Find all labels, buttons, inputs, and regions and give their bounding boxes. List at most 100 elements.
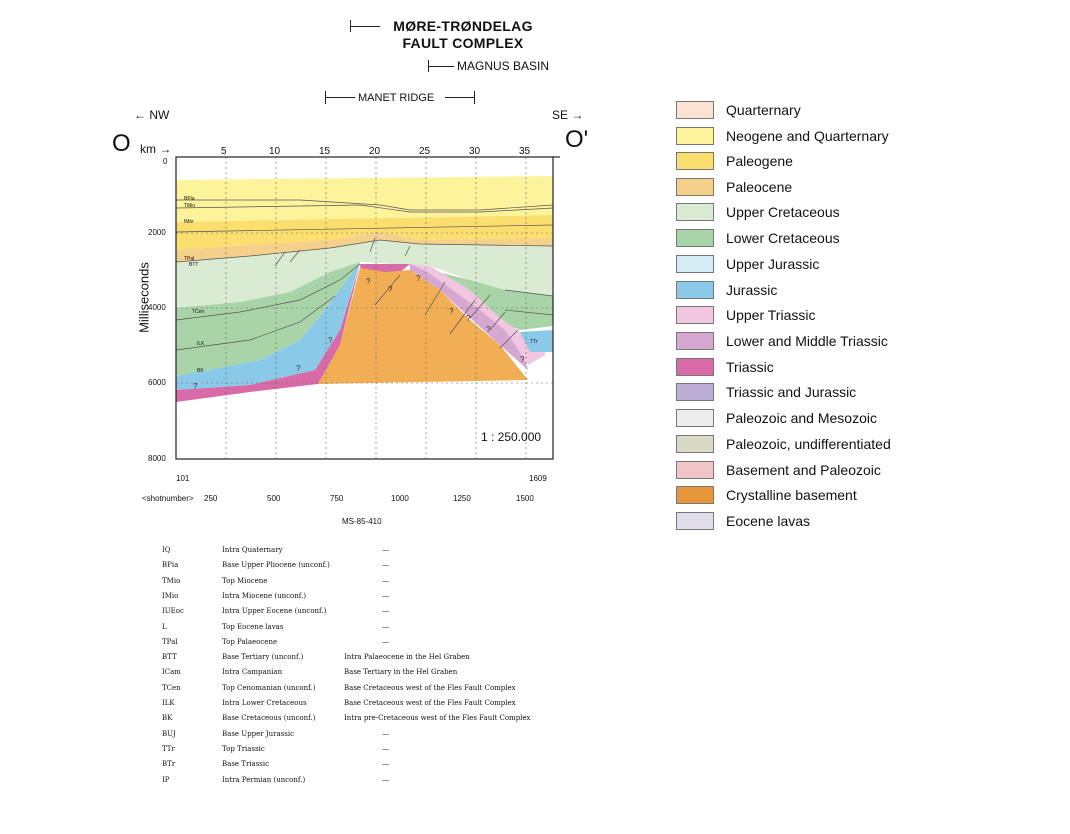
horizon-dash: — — [382, 546, 389, 554]
magnus-basin-bracket — [428, 60, 454, 72]
horizon-row: BTT Base Tertiary (unconf.) Intra Palaeoce… — [162, 653, 562, 667]
uncertainty-mark: ? — [366, 277, 371, 286]
horizon-code: IP — [162, 775, 170, 784]
horizon-label-bpia: BPia — [184, 196, 195, 202]
legend-label: Upper Triassic — [726, 307, 816, 323]
geology-layers — [176, 157, 553, 459]
km-tick-10: 10 — [269, 146, 281, 157]
uncertainty-mark: ? — [466, 314, 471, 323]
layer-lower-cretaceous — [176, 262, 360, 376]
km-tick-5: 5 — [221, 146, 227, 157]
legend-item: Lower and Middle Triassic — [676, 332, 976, 352]
shotnumber-label: <shotnumber> — [142, 494, 194, 503]
horizon-label-ttr: TTr — [530, 339, 538, 345]
km-tick-20: 20 — [369, 146, 381, 157]
legend-swatch — [676, 435, 714, 453]
horizon-label-bk: BK — [197, 368, 204, 374]
horizon-row: BUJ Base Upper Jurassic — — [162, 730, 562, 744]
horizon-code: TMio — [162, 576, 181, 585]
legend-swatch — [676, 306, 714, 324]
horizon-code: BTT — [162, 653, 177, 662]
horizon-dash: — — [382, 637, 389, 646]
section-frame — [175, 156, 554, 460]
legend-item: Paleogene — [676, 152, 976, 172]
y-tick-0: 0 — [163, 157, 168, 166]
km-tick-25: 25 — [419, 146, 431, 157]
legend-swatch — [676, 127, 714, 145]
uncertainty-mark: ? — [449, 307, 454, 316]
horizon-code: BK — [162, 714, 173, 723]
legend-item: Triassic — [676, 358, 976, 378]
legend-swatch — [676, 101, 714, 119]
legend-item: Neogene and Quarternary — [676, 127, 976, 147]
horizon-code: IQ — [162, 546, 171, 554]
legend-label: Lower and Middle Triassic — [726, 333, 888, 349]
legend-label: Triassic — [726, 359, 774, 375]
horizon-name: Intra Quaternary — [222, 546, 283, 554]
shot-start: 101 — [176, 474, 190, 483]
horizon-note: Base Tertiary in the Hel Graben — [344, 668, 458, 677]
legend-swatch — [676, 255, 714, 273]
layer-paleogene — [176, 215, 553, 250]
manet-ridge-bracket — [325, 91, 475, 104]
shot-tick-1500: 1500 — [516, 494, 534, 503]
horizon-name: Base Upper Pliocene (unconf.) — [222, 561, 330, 570]
km-axis-label: km → — [140, 142, 171, 156]
layer-jurassic — [176, 262, 360, 390]
fault-complex-line2: FAULT COMPLEX — [402, 35, 524, 51]
legend-label: Lower Cretaceous — [726, 230, 840, 246]
layer-lower-middle-triassic — [410, 264, 528, 370]
km-tick-35: 35 — [519, 146, 531, 157]
legend-swatch — [676, 486, 714, 504]
horizon-label-ilk: ILK — [197, 341, 205, 347]
horizon-name: Top Miocene — [222, 576, 268, 585]
horizon-name: Intra Upper Eocene (unconf.) — [222, 607, 327, 616]
legend-swatch — [676, 332, 714, 350]
horizon-code: TPal — [162, 637, 178, 646]
legend-swatch — [676, 229, 714, 247]
layer-paleocene — [176, 232, 553, 262]
horizon-row: ICam Intra Campanian Base Tertiary in the … — [162, 668, 562, 682]
legend-label: Neogene and Quarternary — [726, 128, 889, 144]
legend-label: Paleogene — [726, 153, 793, 169]
legend-item: Paleozoic, undifferentiated — [676, 435, 976, 455]
magnus-basin-label: MAGNUS BASIN — [457, 59, 550, 73]
horizon-dash: — — [382, 576, 389, 585]
nw-label: NW — [149, 108, 170, 122]
uncertainty-mark: ? — [193, 382, 198, 391]
horizon-dash: — — [382, 760, 389, 769]
legend-label: Paleozoic and Mesozoic — [726, 410, 877, 426]
legend-label: Upper Cretaceous — [726, 204, 840, 220]
legend-swatch — [676, 383, 714, 401]
nw-direction: ← NW — [134, 108, 169, 122]
horizon-label-tcen: TCen — [192, 309, 205, 315]
horizon-name: Top Eocene lavas — [222, 622, 284, 631]
horizon-row: IP Intra Permian (unconf.) — — [162, 776, 562, 790]
horizon-code: ICam — [162, 668, 181, 677]
layer-neogene — [176, 176, 553, 222]
horizon-lines — [176, 199, 553, 351]
horizon-dash: — — [382, 607, 389, 616]
legend-item: Jurassic — [676, 281, 976, 301]
y-tick-4000: 4000 — [148, 303, 166, 312]
horizon-code: TTr — [162, 744, 175, 753]
left-arrow-icon: ← — [134, 108, 146, 122]
km-tick-15: 15 — [319, 146, 331, 157]
shot-tick-750: 750 — [330, 494, 344, 503]
seismic-line-name: MS-85-410 — [342, 517, 382, 526]
layer-upper-triassic — [410, 264, 545, 365]
horizon-row: IQ Intra Quaternary — — [162, 546, 562, 560]
y-tick-6000: 6000 — [148, 378, 166, 387]
horizon-row: TCen Top Cenomanian (unconf.) Base Cretace… — [162, 684, 562, 698]
legend-label: Triassic and Jurassic — [726, 384, 857, 400]
legend-item: Basement and Paleozoic — [676, 461, 976, 481]
horizon-code: IUEoc — [162, 607, 184, 616]
legend-item: Quarternary — [676, 101, 976, 121]
legend-item: Triassic and Jurassic — [676, 383, 976, 403]
km-tick-30: 30 — [469, 146, 481, 157]
profile-start-label: O — [112, 130, 131, 157]
uncertainty-mark: ? — [388, 285, 393, 294]
legend-swatch — [676, 152, 714, 170]
legend-item: Eocene lavas — [676, 512, 976, 532]
